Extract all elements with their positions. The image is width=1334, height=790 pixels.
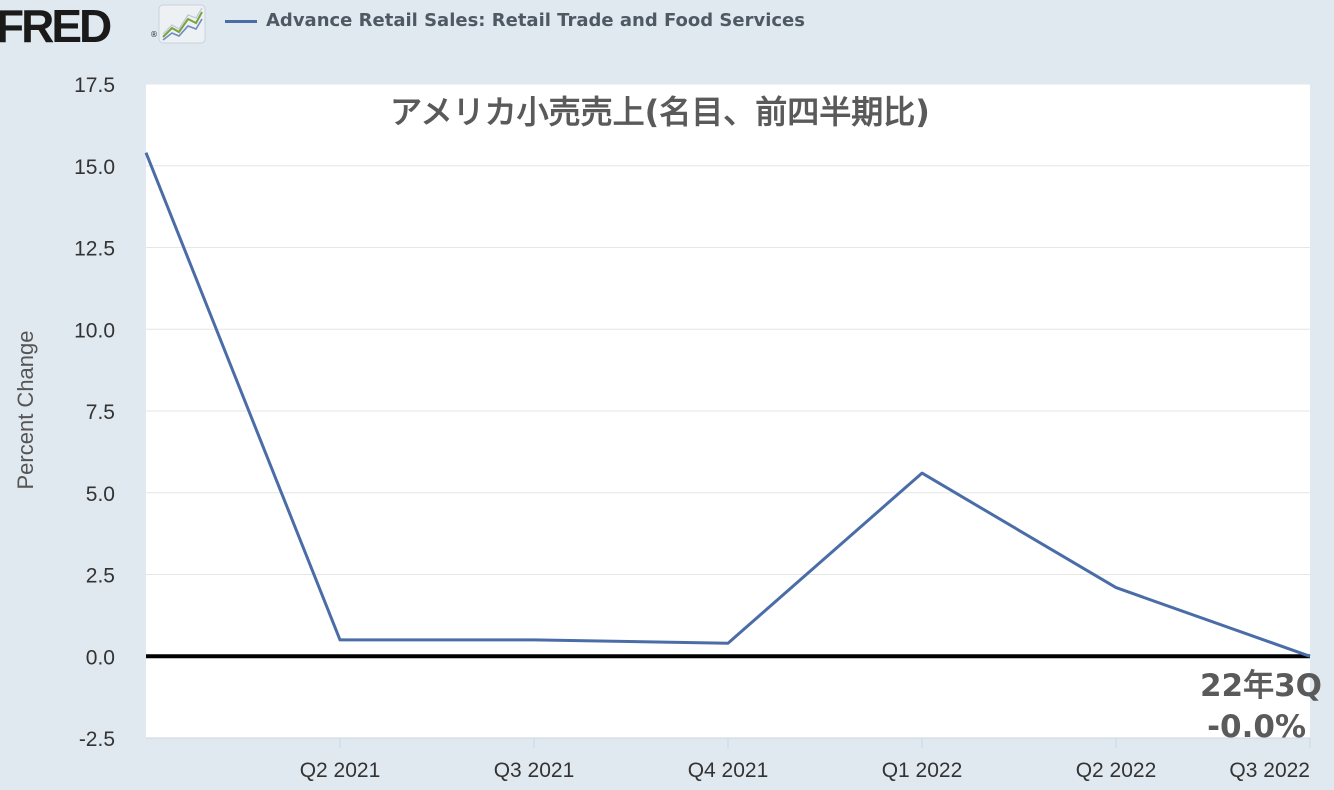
y-tick-label: 0.0 bbox=[86, 646, 115, 669]
y-tick-label: 10.0 bbox=[74, 319, 115, 342]
chart-header: FRED ® Advance Retail Sales: Retail Trad… bbox=[0, 0, 1334, 52]
x-axis-ticks: Q2 2021 Q3 2021 Q4 2021 Q1 2022 Q2 2022 Q3 20… bbox=[146, 737, 1311, 782]
x-tick-label: Q1 2022 bbox=[882, 759, 963, 782]
legend-label[interactable]: Advance Retail Sales: Retail Trade and F… bbox=[266, 10, 805, 31]
y-tick-label: -2.5 bbox=[79, 728, 115, 751]
y-axis-ticks: 17.5 15.0 12.5 10.0 7.5 5.0 2.5 0.0 -2.5 bbox=[74, 74, 115, 751]
y-tick-label: 12.5 bbox=[74, 238, 115, 261]
y-tick-label: 2.5 bbox=[86, 565, 115, 588]
legend-swatch bbox=[225, 20, 257, 23]
y-tick-label: 17.5 bbox=[74, 74, 115, 97]
annotation-period: 22年3Q bbox=[1200, 668, 1322, 704]
y-axis-label: Percent Change bbox=[13, 331, 38, 490]
x-tick-label: Q3 2022 bbox=[1229, 759, 1310, 782]
x-tick-label: Q2 2022 bbox=[1076, 759, 1157, 782]
chart-title: アメリカ小売売上(名目、前四半期比) bbox=[390, 93, 930, 131]
y-tick-label: 15.0 bbox=[74, 156, 115, 179]
fred-logo[interactable]: FRED bbox=[0, 0, 112, 52]
x-tick-label: Q4 2021 bbox=[688, 759, 769, 782]
annotation-value: -0.0% bbox=[1207, 709, 1306, 745]
line-chart-icon bbox=[158, 4, 206, 44]
registered-mark: ® bbox=[150, 30, 158, 39]
y-tick-label: 5.0 bbox=[86, 483, 115, 506]
x-tick-label: Q2 2021 bbox=[300, 759, 381, 782]
series-line[interactable] bbox=[144, 152, 1311, 658]
x-tick-label: Q3 2021 bbox=[494, 759, 575, 782]
y-tick-label: 7.5 bbox=[86, 401, 115, 424]
